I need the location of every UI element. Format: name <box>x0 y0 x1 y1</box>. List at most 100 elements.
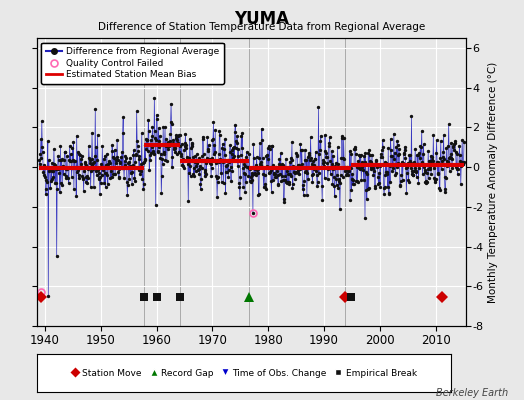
Point <box>279 177 287 183</box>
Point <box>332 176 341 182</box>
Point <box>134 153 143 160</box>
Point <box>259 184 268 190</box>
Point <box>387 147 395 153</box>
Point <box>144 148 152 154</box>
Point <box>449 143 457 149</box>
Point <box>457 162 465 169</box>
Point <box>271 174 279 180</box>
Point <box>298 147 306 154</box>
Point <box>399 151 408 158</box>
Point <box>410 165 419 172</box>
Point <box>97 172 106 178</box>
Point <box>368 152 376 158</box>
Point <box>288 185 297 191</box>
Point <box>457 158 466 165</box>
Point <box>258 155 267 162</box>
Point <box>454 166 463 172</box>
Point <box>54 157 63 163</box>
Point <box>116 159 124 166</box>
Point <box>334 185 343 192</box>
Point <box>51 162 59 168</box>
Point <box>386 162 394 169</box>
Point <box>180 147 188 154</box>
Point <box>230 144 238 150</box>
Point <box>57 157 66 163</box>
Point <box>320 174 329 181</box>
Point <box>86 184 95 190</box>
Point <box>355 164 363 171</box>
Text: Berkeley Earth: Berkeley Earth <box>436 388 508 398</box>
Point <box>129 152 138 158</box>
Point <box>140 159 148 166</box>
Point <box>113 137 122 143</box>
Point <box>304 176 312 182</box>
Point <box>171 132 180 138</box>
Point <box>72 192 80 199</box>
Point <box>231 122 239 129</box>
Point <box>114 174 123 180</box>
Point <box>416 155 424 161</box>
Point <box>413 160 422 167</box>
Point <box>450 141 458 148</box>
Point <box>345 148 354 155</box>
Point <box>204 146 212 152</box>
Point <box>81 159 89 165</box>
Point <box>386 136 395 142</box>
Point <box>328 161 336 167</box>
Point <box>373 164 381 170</box>
Point <box>214 174 222 180</box>
Point <box>41 163 49 170</box>
Point <box>61 149 69 155</box>
Point <box>216 132 224 139</box>
Point <box>36 161 44 167</box>
Point <box>118 130 127 136</box>
Point <box>344 164 353 171</box>
Point <box>245 150 254 157</box>
Point <box>315 151 324 158</box>
Point <box>296 141 304 147</box>
Point <box>271 164 280 171</box>
Point <box>148 133 156 139</box>
Point <box>360 153 368 159</box>
Point <box>394 152 402 158</box>
Point <box>62 175 70 181</box>
Point <box>100 180 108 186</box>
Point <box>187 145 195 151</box>
Point <box>369 172 378 178</box>
Point <box>265 170 273 176</box>
Point <box>51 180 60 186</box>
Point <box>260 172 269 178</box>
Point <box>232 145 240 152</box>
Point <box>372 158 380 164</box>
Point <box>272 165 281 171</box>
Point <box>359 160 367 166</box>
Point <box>120 175 128 181</box>
Point <box>290 169 298 175</box>
Point <box>225 158 233 165</box>
Point <box>224 157 232 163</box>
Point <box>137 168 145 174</box>
Point <box>441 186 450 192</box>
Point <box>206 159 214 166</box>
Point <box>458 137 466 144</box>
Point <box>100 155 108 162</box>
Point <box>239 184 247 190</box>
Point <box>364 186 372 192</box>
Point <box>276 171 284 178</box>
Point <box>67 158 75 164</box>
Point <box>167 118 175 125</box>
Point <box>275 155 283 162</box>
Point <box>422 178 430 184</box>
Point <box>82 174 91 180</box>
Point <box>405 179 413 186</box>
Point <box>36 151 45 157</box>
Point <box>388 153 397 159</box>
Point <box>255 191 263 197</box>
Point <box>42 191 50 197</box>
Point <box>427 153 435 159</box>
Point <box>153 116 161 122</box>
Point <box>113 154 121 161</box>
Point <box>123 178 131 185</box>
Point <box>363 196 371 202</box>
Point <box>439 149 447 156</box>
